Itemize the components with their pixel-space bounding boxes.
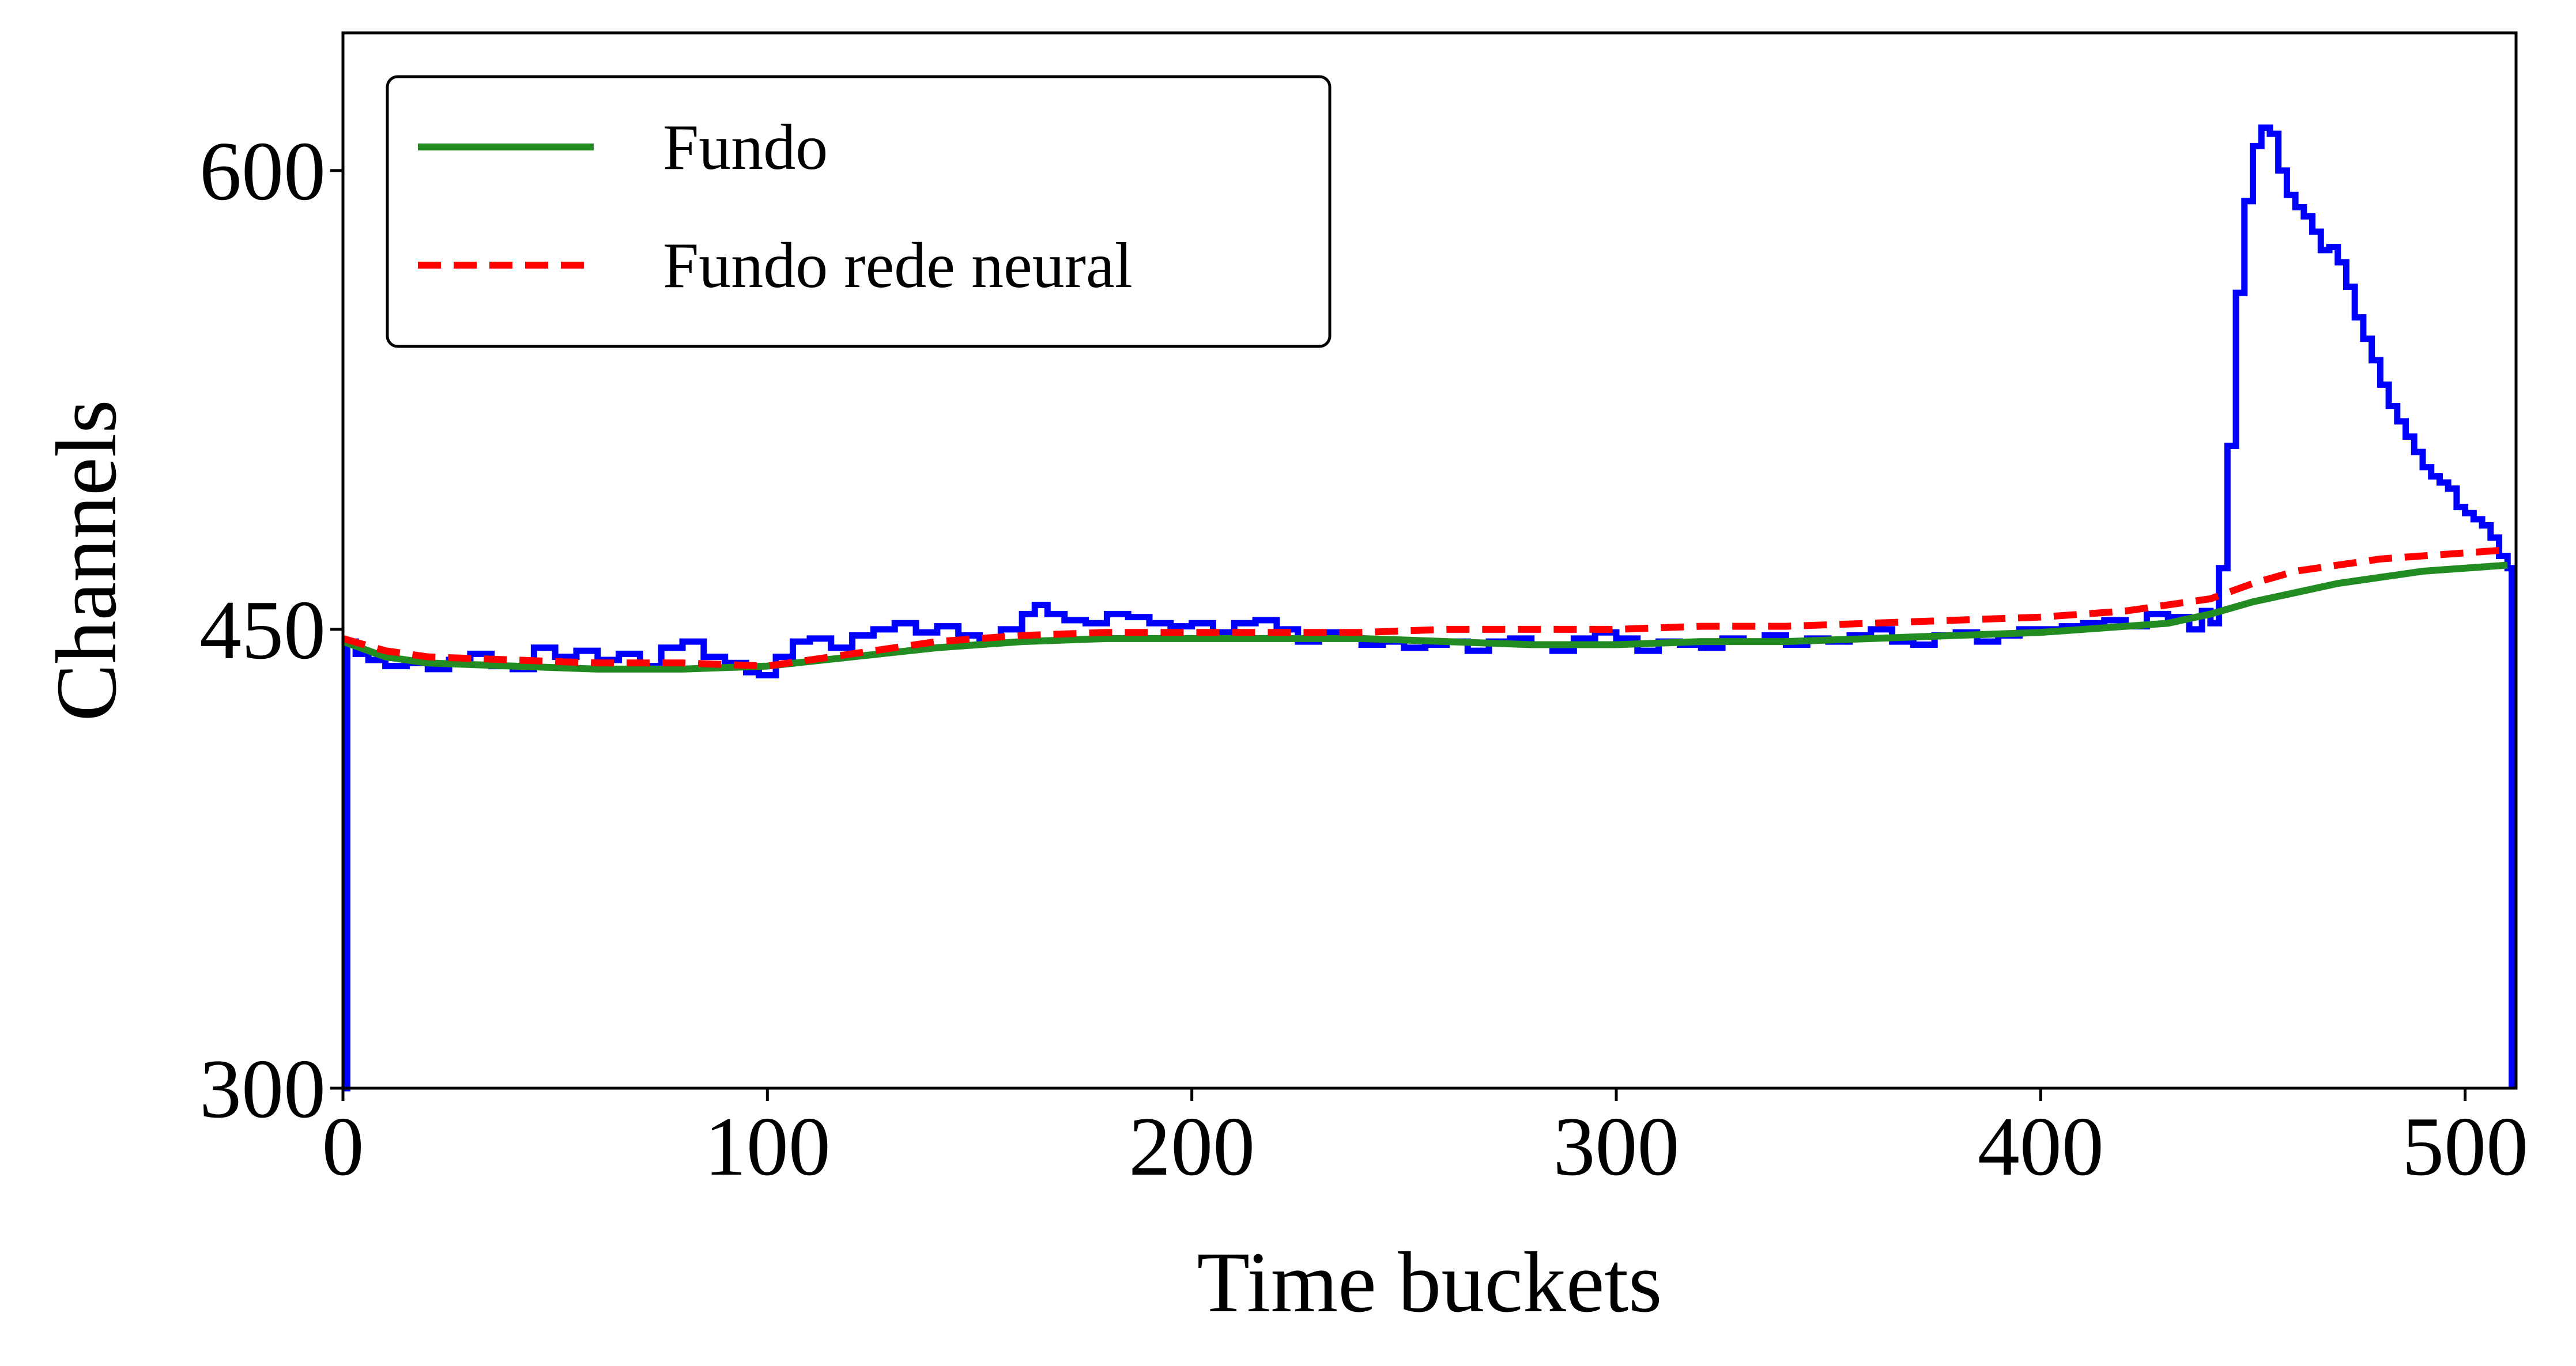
- y-tick-label: 600: [199, 124, 326, 218]
- x-tick-label: 0: [322, 1100, 364, 1193]
- x-axis-label: Time buckets: [1197, 1235, 1662, 1330]
- legend-label-fundo-rede-neural: Fundo rede neural: [663, 230, 1133, 301]
- plot-area-frame: [341, 31, 2518, 1090]
- y-axis-label: Channels: [39, 399, 134, 721]
- legend-label-fundo: Fundo: [663, 112, 828, 183]
- y-tick-label: 450: [199, 583, 326, 677]
- x-tick-label: 400: [1978, 1100, 2104, 1193]
- tick-layer: 0 100 200 300 400 500 300 450 600: [199, 124, 2528, 1193]
- series-line-fundo-rede-neural: [342, 546, 2508, 670]
- series-layer: [341, 124, 2515, 1092]
- x-tick-label: 200: [1129, 1100, 1255, 1193]
- legend: Fundo Fundo rede neural: [386, 75, 1332, 348]
- y-tick-label: 300: [199, 1042, 326, 1135]
- x-tick-label: 500: [2402, 1100, 2528, 1193]
- legend-box: [386, 75, 1332, 348]
- x-tick-label: 100: [704, 1100, 831, 1193]
- x-tick-label: 300: [1553, 1100, 1679, 1193]
- series-line-fundo: [341, 561, 2508, 673]
- series-line-signal: [343, 124, 2515, 1092]
